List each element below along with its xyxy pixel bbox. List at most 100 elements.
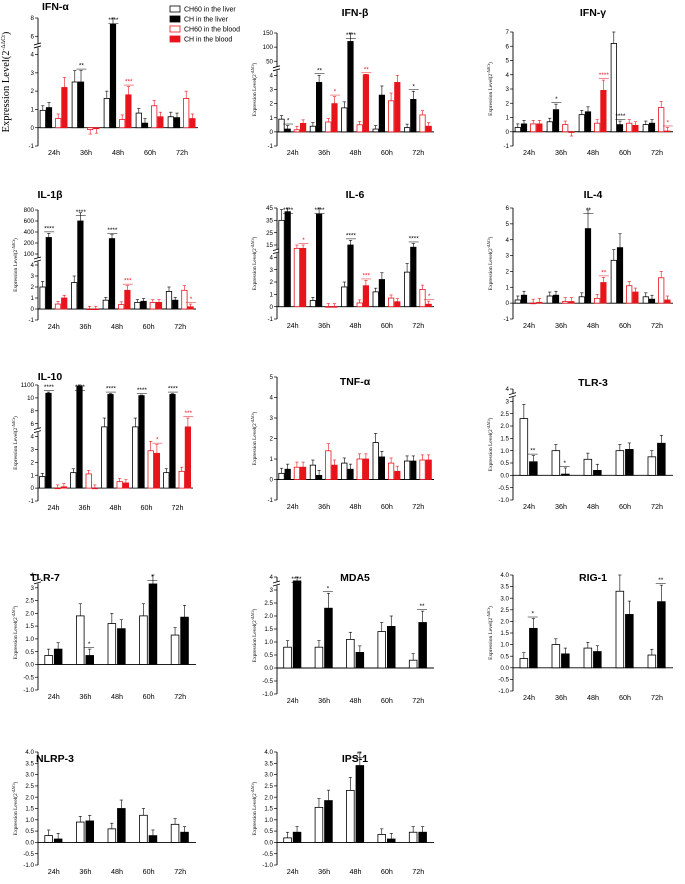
bar-ch60-in-the-blood: [530, 302, 537, 305]
x-tick-label: 24h: [523, 502, 535, 511]
x-tick-label: 36h: [318, 696, 330, 705]
bar-ch-in-the-liver: [324, 800, 333, 843]
bar-ch60-in-the-liver: [583, 647, 593, 669]
bar-ch-in-the-blood: [600, 90, 607, 133]
bar-ch-in-the-liver: [561, 653, 570, 669]
legend-swatch: [169, 25, 181, 33]
y-tick-label: 3: [506, 86, 510, 93]
y-tick-label: 1.5: [500, 630, 509, 637]
bar-ch-in-the-liver: [378, 94, 386, 133]
chart-panel-mda5: MDA5 -1.0 -0.5 0.0 0.5 1.0 1.5 2.0 2.5 3 4 Expressi…: [251, 572, 434, 705]
bar-ch60-in-the-liver: [377, 834, 386, 843]
bar-ch-in-the-blood: [600, 282, 607, 304]
y-tick-label: 1: [31, 472, 35, 479]
y-tick-label: 4.0: [500, 572, 509, 579]
bar-ch-in-the-liver: [109, 23, 117, 129]
y-tick-label: 3: [270, 587, 274, 594]
bar-ch60-in-the-blood: [325, 450, 332, 480]
bar-ch-in-the-blood: [632, 291, 639, 304]
bar-ch-in-the-liver: [355, 765, 365, 843]
bar-ch60-in-the-liver: [372, 442, 379, 480]
x-tick-label: 48h: [111, 322, 123, 331]
bar-ch60-in-the-liver: [551, 644, 561, 669]
bar-ch60-in-the-blood: [419, 288, 426, 308]
bar-ch60-in-the-liver: [139, 814, 148, 843]
x-tick-label: 60h: [381, 321, 393, 330]
bar-ch60-in-the-blood: [562, 301, 569, 304]
bar-ch60-in-the-liver: [615, 590, 625, 669]
significance-marker: ***: [185, 410, 193, 417]
x-tick-label: 72h: [172, 503, 184, 512]
bar-ch-in-the-liver: [378, 279, 386, 308]
x-tick-label: 36h: [79, 867, 91, 876]
bar-ch-in-the-liver: [410, 98, 417, 133]
x-tick-label: 60h: [143, 692, 155, 701]
significance-marker: *: [327, 585, 330, 592]
bar-ch60-in-the-liver: [519, 418, 529, 476]
y-tick-label: 1.5: [25, 806, 34, 813]
y-tick-label: 1: [31, 107, 35, 114]
axis-break-gap: [274, 66, 280, 71]
bar-ch-in-the-liver: [148, 835, 158, 843]
legend: CH60 in the liver CH in the liver CH60 in …: [169, 5, 240, 44]
bar-ch60-in-the-liver: [372, 128, 379, 133]
axis-break-gap: [274, 581, 280, 586]
significance-marker: ****: [615, 113, 626, 120]
bar-ch-in-the-liver: [180, 831, 189, 843]
y-tick-label: 1.0: [264, 639, 273, 646]
bar-ch-in-the-blood: [362, 74, 370, 133]
y-tick-label: -1.0: [498, 497, 509, 504]
bar-ch-in-the-liver: [520, 123, 528, 133]
y-tick-label: 100: [263, 44, 274, 51]
y-tick-label: -1: [503, 316, 509, 323]
y-tick-label: 4: [31, 52, 35, 59]
chart-panel-ifn-: IFN-α -1 0 1 2 3 4 6 8 Expression Level(2-ΔΔCt) 24…: [1, 1, 198, 157]
x-tick-label: 24h: [287, 502, 299, 511]
bar-ch-in-the-blood: [122, 482, 129, 489]
x-tick-label: 36h: [555, 693, 567, 702]
y-tick-label: 0.5: [500, 653, 509, 660]
y-tick-label: 2: [270, 101, 274, 108]
bar-ch60-in-the-liver: [341, 462, 348, 480]
x-tick-label: 48h: [350, 502, 362, 511]
y-axis-label: Expression Level(2-ΔΔCt): [251, 411, 258, 465]
significance-marker: ****: [599, 72, 610, 79]
bar-ch-in-the-liver: [140, 300, 147, 310]
x-tick-label: 60h: [143, 322, 155, 331]
bar-ch60-in-the-blood: [54, 487, 61, 490]
y-tick-label: -1.0: [23, 862, 34, 869]
bar-ch-in-the-liver: [85, 820, 95, 843]
y-tick-label: 0.5: [25, 649, 34, 656]
y-tick-label: 3: [270, 87, 274, 94]
bar-ch-in-the-liver: [315, 213, 323, 308]
y-tick-label: 2.0: [264, 613, 273, 620]
bar-ch60-in-the-liver: [514, 127, 521, 133]
significance-marker: *: [156, 437, 159, 444]
x-tick-label: 36h: [318, 867, 330, 876]
y-tick-label: -1: [503, 143, 509, 150]
bar-ch-in-the-blood: [331, 306, 338, 308]
x-tick-label: 72h: [174, 692, 186, 701]
bar-ch60-in-the-liver: [377, 631, 386, 669]
y-tick-label: 1.5: [500, 435, 509, 442]
bar-ch-in-the-liver: [657, 442, 666, 476]
y-tick-label: 2.0: [500, 423, 509, 430]
y-tick-label: 1: [270, 291, 274, 298]
bar-ch-in-the-liver: [53, 648, 63, 665]
x-tick-label: 72h: [412, 502, 424, 511]
y-tick-label: 3: [31, 70, 35, 77]
bar-ch60-in-the-blood: [356, 458, 363, 480]
bar-ch60-in-the-blood: [626, 285, 633, 304]
y-tick-label: 0.5: [25, 828, 34, 835]
significance-marker: *: [412, 83, 415, 90]
significance-marker: ****: [44, 225, 55, 232]
bar-ch60-in-the-blood: [149, 301, 156, 310]
bar-ch-in-the-liver: [108, 238, 116, 310]
y-axis-label: Expression Level(2-ΔΔCt): [12, 781, 19, 835]
bar-ch-in-the-blood: [331, 103, 338, 133]
panel-title: IFN-γ: [580, 7, 606, 19]
y-tick-label: 1.5: [25, 623, 34, 630]
bar-ch60-in-the-blood: [626, 122, 633, 133]
y-tick-label: 400: [24, 229, 35, 236]
x-tick-label: 24h: [48, 148, 60, 157]
